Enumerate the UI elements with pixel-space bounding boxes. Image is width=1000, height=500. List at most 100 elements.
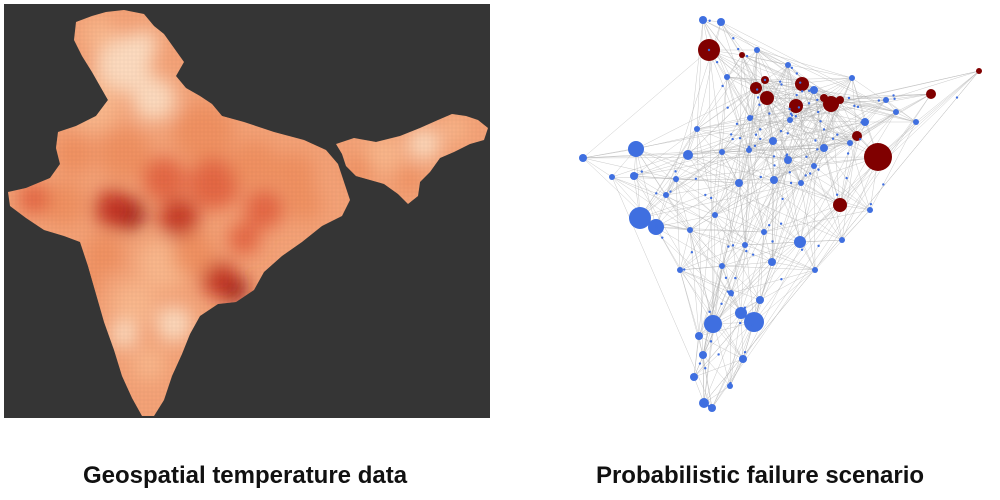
network-edge xyxy=(877,70,980,158)
network-node-small xyxy=(690,251,694,254)
network-node-small xyxy=(636,173,639,176)
network-node xyxy=(785,62,791,68)
network-edge xyxy=(721,151,789,161)
network-edge xyxy=(823,142,851,149)
network-edge xyxy=(675,178,681,271)
network-edge xyxy=(665,178,677,196)
network-node-small xyxy=(790,66,794,70)
network-node-small xyxy=(751,253,755,256)
network-node-small xyxy=(800,248,804,251)
network-edge xyxy=(771,179,775,263)
network-node xyxy=(727,383,733,389)
network-edge xyxy=(714,64,789,216)
network-edge xyxy=(773,179,816,271)
network-edge xyxy=(687,19,704,156)
network-edge xyxy=(696,128,740,184)
network-edge xyxy=(726,76,751,119)
network-edge xyxy=(729,135,858,387)
network-node xyxy=(742,242,748,248)
network-node xyxy=(699,16,707,24)
network-edge xyxy=(721,76,728,153)
network-edge xyxy=(721,151,843,241)
network-edge xyxy=(773,97,825,181)
network-edge xyxy=(763,182,802,233)
network-node-small xyxy=(726,106,729,109)
network-node xyxy=(704,315,722,333)
network-edge xyxy=(841,156,879,241)
network-edge xyxy=(635,148,667,196)
network-edge xyxy=(655,226,681,271)
network-edge xyxy=(633,175,744,360)
network-node-small xyxy=(785,154,788,157)
network-edge xyxy=(753,156,879,323)
network-node xyxy=(630,172,638,180)
network-edge xyxy=(738,182,746,246)
network-node-small xyxy=(674,170,677,173)
network-edge xyxy=(789,119,866,123)
network-node-small xyxy=(786,132,789,135)
network-node xyxy=(628,141,644,157)
network-edge xyxy=(635,70,980,150)
network-edge xyxy=(698,140,774,337)
network-node-small xyxy=(788,171,791,174)
network-node-small xyxy=(816,98,819,102)
network-edge xyxy=(720,21,758,51)
network-node xyxy=(724,74,730,80)
network-node-small xyxy=(737,47,740,51)
network-edge xyxy=(721,151,765,233)
network-node-small xyxy=(816,148,819,151)
network-node-small xyxy=(675,179,678,183)
network-edge xyxy=(639,151,723,219)
network-edge xyxy=(702,19,789,66)
network-edge xyxy=(748,149,841,206)
network-edge xyxy=(800,77,853,184)
network-node-small xyxy=(727,245,730,248)
network-node-small xyxy=(669,190,672,193)
network-edge xyxy=(764,79,791,121)
network-edge xyxy=(721,244,746,267)
network-edge xyxy=(756,49,853,79)
temperature-map-panel xyxy=(4,4,490,418)
network-edge xyxy=(756,49,791,121)
network-edge xyxy=(665,194,691,231)
network-node-small xyxy=(893,97,896,101)
network-node-small xyxy=(745,54,749,58)
network-node-small xyxy=(797,106,801,109)
network-edge xyxy=(720,21,766,81)
network-node-small xyxy=(789,181,793,185)
network-edge xyxy=(772,135,858,142)
network-edge xyxy=(721,265,732,294)
network-edge xyxy=(714,214,773,263)
network-edge xyxy=(787,64,791,121)
network-node-small xyxy=(779,129,783,133)
network-node-small xyxy=(771,240,774,243)
network-edge xyxy=(759,231,765,301)
network-node-small xyxy=(704,193,707,197)
network-edge xyxy=(714,140,774,216)
network-edge xyxy=(665,128,698,196)
network-node-small xyxy=(814,139,817,142)
failed-node xyxy=(760,91,774,105)
network-node-small xyxy=(804,174,807,177)
network-edge xyxy=(772,140,801,243)
network-node xyxy=(849,75,855,81)
network-edge xyxy=(748,142,851,151)
network-edge xyxy=(814,93,932,271)
network-edge xyxy=(730,231,765,294)
network-edge xyxy=(689,214,716,231)
network-edge xyxy=(813,165,816,271)
network-node xyxy=(867,207,873,213)
network-node-small xyxy=(836,133,839,136)
network-edge xyxy=(764,79,774,142)
network-edge xyxy=(665,182,740,196)
network-edge xyxy=(749,117,802,184)
network-node xyxy=(694,126,700,132)
network-edge xyxy=(813,89,887,101)
network-edge xyxy=(708,49,751,119)
india-temperature-map xyxy=(8,10,488,416)
network-edge xyxy=(702,19,751,119)
network-edge xyxy=(756,49,797,107)
network-edge xyxy=(712,244,746,325)
network-edge xyxy=(714,117,751,216)
network-edge xyxy=(787,89,815,161)
